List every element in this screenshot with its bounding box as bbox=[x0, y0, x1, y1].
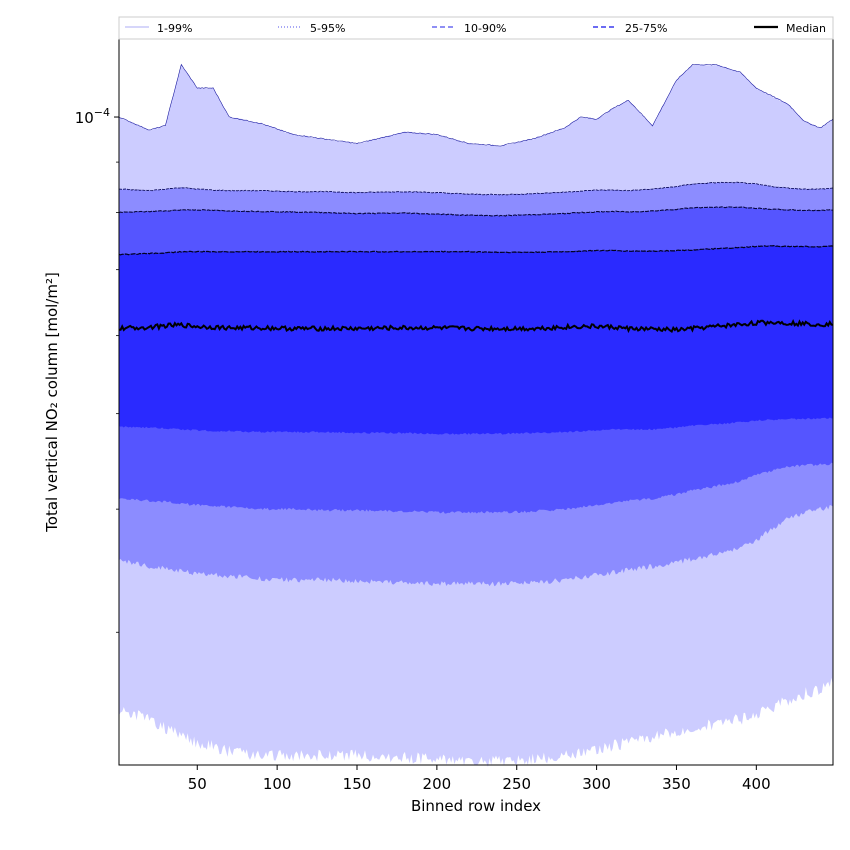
band-10-90-upper-line bbox=[118, 206, 834, 217]
legend-label: 25-75% bbox=[625, 22, 667, 35]
band-1-99-upper-line bbox=[118, 63, 834, 147]
median-layer bbox=[119, 318, 834, 334]
legend-label: Median bbox=[786, 22, 826, 35]
legend-box bbox=[118, 16, 834, 40]
x-tick-label: 300 bbox=[582, 775, 611, 793]
y-axis-title: Total vertical NO₂ column [mol/m²] bbox=[43, 272, 61, 533]
x-tick-label: 50 bbox=[188, 775, 207, 793]
band-5-95-upper-line bbox=[118, 181, 834, 196]
median-line bbox=[119, 318, 834, 334]
band-25-75-fill bbox=[119, 245, 833, 435]
legend-label: 5-95% bbox=[310, 22, 345, 35]
band-25-75-upper-line bbox=[118, 244, 834, 256]
legend: 1-99% 5-95% 10-90% 25-75% Median bbox=[118, 16, 834, 40]
percentile-bands bbox=[118, 63, 834, 767]
y-axis: 10−4 bbox=[75, 106, 119, 633]
x-tick-label: 400 bbox=[742, 775, 771, 793]
x-tick-label: 150 bbox=[343, 775, 372, 793]
x-tick-label: 200 bbox=[423, 775, 452, 793]
legend-label: 1-99% bbox=[157, 22, 192, 35]
x-axis: 50 100 150 200 250 300 350 400 bbox=[188, 765, 771, 793]
x-axis-title: Binned row index bbox=[411, 797, 541, 815]
y-major-tick-label: 10−4 bbox=[75, 106, 110, 127]
x-tick-label: 350 bbox=[662, 775, 691, 793]
x-tick-label: 250 bbox=[502, 775, 531, 793]
legend-label: 10-90% bbox=[464, 22, 506, 35]
x-tick-label: 100 bbox=[263, 775, 292, 793]
